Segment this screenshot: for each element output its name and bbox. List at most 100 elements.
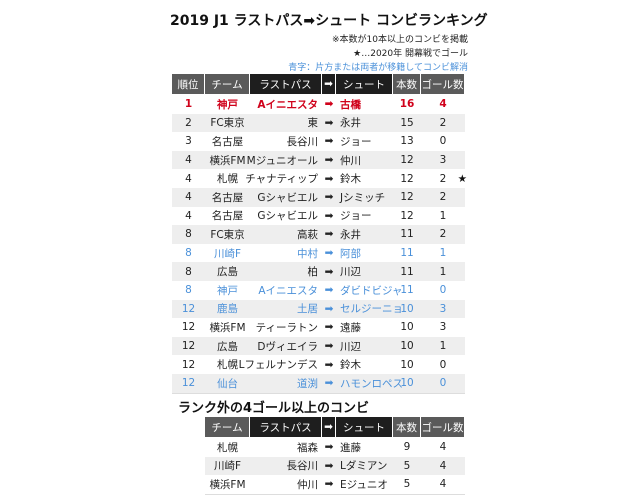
table-row: 札幌 福森 ➡ 進藤 9 4 [205, 438, 465, 458]
header-cell: ➡ [322, 417, 336, 437]
team-cell: FC東京 [210, 117, 245, 130]
header-cell: シュート [336, 74, 393, 94]
header-cell: ラストパス [250, 417, 322, 437]
arrow: ➡ [324, 116, 334, 129]
table-row: 横浜FM 仲川 ➡ Eジュニオ 5 4 [205, 475, 465, 495]
header-cell: 本数 [393, 74, 421, 94]
shot-cell: 川辺 [340, 266, 361, 279]
shot-cell: 鈴木 [340, 173, 361, 186]
pass-cell: Aイニエスタ [258, 284, 318, 297]
pass-cell: Gシャビエル [257, 210, 318, 223]
goals-cell: 2 [439, 191, 447, 204]
rank-cell: 8 [185, 284, 192, 297]
table-row: 8 広島柏 ➡ 川辺 11 1 [172, 262, 465, 282]
rank-cell: 3 [185, 135, 192, 148]
rank-cell: 4 [185, 172, 192, 185]
pass-cell: チャナティップ [245, 173, 318, 186]
table-row: 4 横浜FM Mジュニオール ➡ 仲川 12 3 [172, 150, 465, 171]
team-cell: 鹿島 [217, 303, 238, 316]
rank-cell: 2 [185, 116, 192, 129]
pass-cell: 東 [307, 117, 319, 130]
shot-cell: ダビドビジャ [340, 284, 403, 297]
rank-cell: 12 [181, 340, 196, 353]
rank-cell: 1 [184, 98, 193, 111]
count-cell: 9 [403, 441, 411, 454]
team-cell: 川崎F [213, 247, 242, 260]
goals-cell: 3 [439, 154, 447, 167]
arrow: ➡ [324, 321, 334, 334]
count-cell: 12 [400, 154, 414, 167]
goals: 2 [439, 172, 447, 185]
arrow: ➡ [324, 441, 334, 454]
title: 2019 J1 ラストパス➡シュート コンビランキング [170, 13, 488, 29]
rank-cell: 12 [181, 358, 196, 371]
shot-cell: セルジーニョ [340, 303, 403, 316]
legend-note: 青字：片方または両者が移籍してコンビ解消 [288, 63, 468, 73]
pass-cell: 高萩 [297, 228, 318, 241]
rank-cell: 12 [181, 377, 196, 390]
pass-cell: Aイニエスタ [257, 98, 318, 111]
goals-cell: 2 ★ [421, 169, 467, 188]
shot-cell: 阿部 [340, 247, 361, 260]
count-cell: 11 [400, 265, 414, 278]
pass-cell: 中村 [297, 247, 318, 260]
rank-cell: 8 [185, 247, 192, 260]
count-cell: 16 [399, 98, 415, 111]
team-cell: 広島 [217, 340, 238, 353]
team-cell: 札幌 [217, 173, 238, 186]
pass-cell: 柏 [307, 266, 319, 279]
arrow: ➡ [324, 265, 334, 278]
table-row: 川崎F 長谷川 ➡ Lダミアン 5 4 [205, 456, 465, 477]
table-row: 12 鹿島 土居 ➡ セルジーニョ 10 3 [172, 299, 465, 320]
shot-cell: 川辺 [340, 340, 361, 353]
arrow: ➡ [324, 478, 334, 491]
header-cell: ゴール数 [421, 417, 465, 437]
team-cell: 横浜FM [209, 154, 246, 167]
pass-cell: Dヴィエイラ [257, 340, 318, 353]
goals-cell: 3 [439, 321, 447, 334]
shot-cell: 永井 [340, 228, 361, 241]
note: ※本数が10本以上のコンビを掲載 [332, 35, 468, 45]
header-cell: チーム [205, 417, 250, 437]
goals-cell: 1 [439, 209, 447, 222]
arrow: ➡ [324, 377, 334, 390]
header-cell: 本数 [393, 417, 421, 437]
table-row: 3 名古屋 長谷川 ➡ ジョー 13 0 [172, 132, 465, 152]
rank-cell: 8 [185, 228, 192, 241]
goals-cell: 1 [439, 265, 447, 278]
table-row: 12 広島 Dヴィエイラ ➡ 川辺 10 1 [172, 336, 465, 357]
table-row: 12 仙台 道渕 ➡ ハモンロペス 10 0 [172, 374, 465, 394]
table-row: 8 川崎F 中村 ➡ 阿部 11 1 [172, 243, 465, 264]
section-title: ランク外の4ゴール以上のコンビ [178, 401, 370, 416]
header-row: チーム ラストパス ➡ シュート 本数 ゴール数 [205, 417, 465, 437]
shot-cell: Eジュニオ [340, 478, 388, 491]
count-cell: 10 [400, 377, 414, 390]
goals-cell: 0 [439, 377, 447, 390]
shot-cell: Lダミアン [340, 460, 388, 473]
count-cell: 12 [400, 191, 414, 204]
rank-cell: 4 [185, 154, 192, 167]
arrow: ➡ [324, 209, 334, 222]
arrow: ➡ [324, 228, 334, 241]
arrow: ➡ [324, 172, 334, 185]
shot-cell: 遠藤 [340, 321, 361, 334]
arrow: ➡ [324, 191, 334, 204]
shot-cell: 古橋 [340, 98, 361, 111]
count-cell: 12 [400, 172, 414, 185]
table-row: 12 札幌 Lフェルナンデス ➡ 鈴木 10 0 [172, 355, 465, 375]
pass-cell: Mジュニオール [246, 154, 318, 167]
arrow: ➡ [324, 459, 334, 472]
count-cell: 5 [403, 478, 411, 491]
count-cell: 5 [403, 459, 411, 472]
team-cell: 横浜FM [209, 321, 246, 334]
shot-cell: 永井 [340, 117, 361, 130]
header-cell: ラストパス [250, 74, 322, 94]
goals-cell: 2 [439, 228, 447, 241]
team-cell: 札幌 [217, 359, 238, 372]
team-cell: 名古屋 [211, 210, 244, 223]
header-cell: 順位 [172, 74, 205, 94]
table-row: 4 名古屋 Gシャビエル ➡ Jシミッチ 12 2 [172, 188, 465, 208]
count-cell: 10 [400, 340, 414, 353]
goals-cell: 3 [439, 302, 447, 315]
header-cell: チーム [205, 74, 250, 94]
